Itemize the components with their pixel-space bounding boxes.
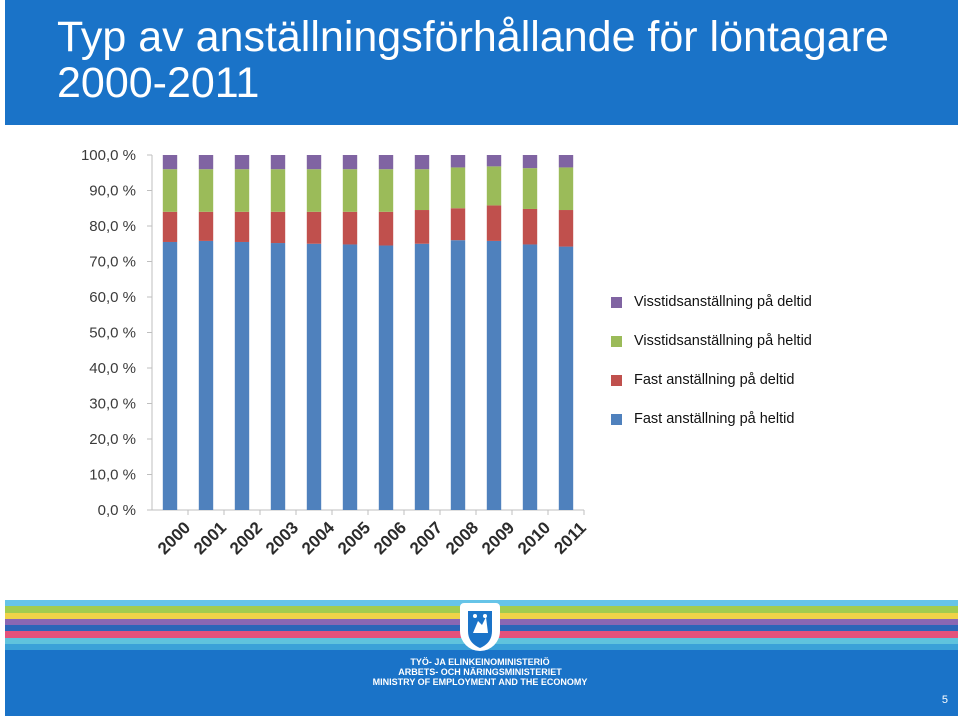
legend-swatch [611,375,622,386]
bar-segment-2007-series-0 [414,243,430,510]
bar-segment-2000-series-1 [162,211,178,242]
bar-segment-2004-series-3 [306,155,322,170]
y-tick-label: 70,0 % [89,254,136,271]
ministry-name-sv: ARBETS- OCH NÄRINGSMINISTERIET [398,667,562,677]
ministry-name-fi: TYÖ- JA ELINKEINOMINISTERIÖ [410,657,550,667]
bar-segment-2005-series-2 [342,169,358,212]
bar-segment-2005-series-0 [342,244,358,510]
bar-segment-2008-series-3 [450,155,466,168]
bar-segment-2009-series-2 [486,166,502,206]
bar-segment-2001-series-1 [198,211,214,241]
y-tick-label: 40,0 % [89,360,136,377]
x-tick-label: 2001 [190,518,230,558]
legend-swatch [611,414,622,425]
bar-segment-2004-series-1 [306,211,322,244]
y-tick-label: 100,0 % [81,147,136,164]
legend-label: Visstidsanställning på heltid [634,333,812,349]
bar-segment-2003-series-3 [270,155,286,170]
legend-swatch [611,297,622,308]
y-tick-label: 20,0 % [89,431,136,448]
bar-segment-2001-series-3 [198,155,214,170]
legend-item: Fast anställning på deltid [611,370,931,390]
bar-segment-2000-series-0 [162,241,178,510]
legend-label: Fast anställning på deltid [634,372,795,388]
x-tick-label: 2005 [334,518,374,558]
bar-segment-2006-series-1 [378,211,394,246]
bar-segment-2003-series-1 [270,211,286,244]
y-tick-label: 60,0 % [89,289,136,306]
bar-segment-2010-series-3 [522,155,538,169]
bar-segment-2011-series-3 [558,155,574,168]
bar-segment-2008-series-2 [450,167,466,209]
bar-segment-2002-series-3 [234,155,250,170]
bar-segment-2001-series-0 [198,240,214,510]
stacked-bar-chart: 0,0 % 10,0 % 20,0 % 30,0 % 40,0 % 50,0 % 60,0 … [60,135,900,585]
bar-segment-2002-series-1 [234,211,250,242]
chart-legend: Visstidsanställning på deltid Visstidsans… [611,292,931,448]
bar-segment-2010-series-1 [522,208,538,245]
bar-segment-2010-series-0 [522,244,538,510]
legend-item: Visstidsanställning på heltid [611,331,931,351]
x-tick-label: 2000 [154,518,194,558]
bar-segment-2008-series-0 [450,240,466,510]
y-tick-label: 10,0 % [89,467,136,484]
y-tick-label: 80,0 % [89,218,136,235]
bar-segment-2000-series-2 [162,169,178,212]
bar-segment-2006-series-0 [378,245,394,510]
bar-segment-2005-series-3 [342,155,358,170]
legend-item: Fast anställning på heltid [611,409,931,429]
x-tick-label: 2006 [370,518,410,558]
legend-label: Visstidsanställning på deltid [634,294,812,310]
bar-segment-2011-series-0 [558,246,574,510]
bar-segment-2002-series-2 [234,169,250,212]
bar-segment-2000-series-3 [162,155,178,170]
bar-segment-2003-series-0 [270,243,286,510]
x-tick-label: 2003 [262,518,302,558]
bar-segment-2010-series-2 [522,168,538,209]
bar-segment-2004-series-0 [306,243,322,510]
title-band: Typ av anställningsförhållande för lönta… [5,0,958,125]
chart-plot: 0,0 % 10,0 % 20,0 % 30,0 % 40,0 % 50,0 % 60,0 … [81,147,590,559]
bar-segment-2005-series-1 [342,211,358,245]
bar-segment-2006-series-3 [378,155,394,170]
y-tick-label: 50,0 % [89,325,136,342]
page-number: 5 [941,694,948,706]
bar-segment-2006-series-2 [378,169,394,212]
y-tick-label: 30,0 % [89,396,136,413]
y-tick-label: 90,0 % [89,183,136,200]
x-tick-label: 2004 [298,518,339,559]
bar-segment-2007-series-3 [414,155,430,170]
bar-segment-2002-series-0 [234,241,250,510]
bar-segment-2009-series-0 [486,240,502,510]
x-tick-label: 2010 [514,518,554,558]
legend-label: Fast anställning på heltid [634,411,795,427]
footer-band [5,650,958,716]
x-tick-label: 2011 [550,518,590,558]
bar-segment-2008-series-1 [450,208,466,241]
bar-segment-2009-series-1 [486,205,502,241]
bar-segment-2007-series-2 [414,169,430,211]
y-tick-label: 0,0 % [98,502,136,519]
bar-segment-2007-series-1 [414,210,430,244]
bar-segment-2003-series-2 [270,169,286,212]
bar-segment-2011-series-2 [558,167,574,211]
legend-swatch [611,336,622,347]
legend-item: Visstidsanställning på deltid [611,292,931,312]
bar-segment-2009-series-3 [486,155,502,167]
bar-segment-2011-series-1 [558,210,574,247]
slide-title: Typ av anställningsförhållande för lönta… [57,13,889,107]
x-tick-label: 2008 [442,518,482,558]
ministry-name-en: MINISTRY OF EMPLOYMENT AND THE ECONOMY [372,677,588,687]
x-tick-label: 2007 [406,518,446,558]
ministry-crest-logo [460,603,500,651]
x-tick-label: 2009 [478,518,518,558]
bar-segment-2004-series-2 [306,169,322,212]
x-tick-label: 2002 [226,518,266,558]
bar-segment-2001-series-2 [198,169,214,212]
